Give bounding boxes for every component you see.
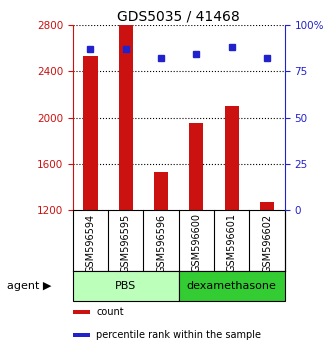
Bar [73, 310, 90, 314]
Text: GSM596602: GSM596602 [262, 213, 272, 273]
Title: GDS5035 / 41468: GDS5035 / 41468 [118, 10, 240, 24]
Text: GSM596594: GSM596594 [85, 213, 95, 273]
Bar [179, 271, 285, 301]
Bar [83, 56, 98, 210]
Bar [73, 333, 90, 337]
Text: GSM596601: GSM596601 [227, 213, 237, 273]
Text: count: count [96, 307, 124, 317]
Bar [73, 271, 179, 301]
Text: GSM596596: GSM596596 [156, 213, 166, 273]
Text: GSM596595: GSM596595 [121, 213, 131, 273]
Text: dexamethasone: dexamethasone [187, 281, 277, 291]
Text: agent ▶: agent ▶ [7, 281, 51, 291]
Text: PBS: PBS [115, 281, 136, 291]
Bar [154, 172, 168, 210]
Bar [189, 124, 204, 210]
Text: percentile rank within the sample: percentile rank within the sample [96, 330, 261, 340]
Bar [225, 106, 239, 210]
Text: GSM596600: GSM596600 [191, 213, 201, 273]
Bar [260, 202, 274, 210]
Bar [119, 25, 133, 210]
